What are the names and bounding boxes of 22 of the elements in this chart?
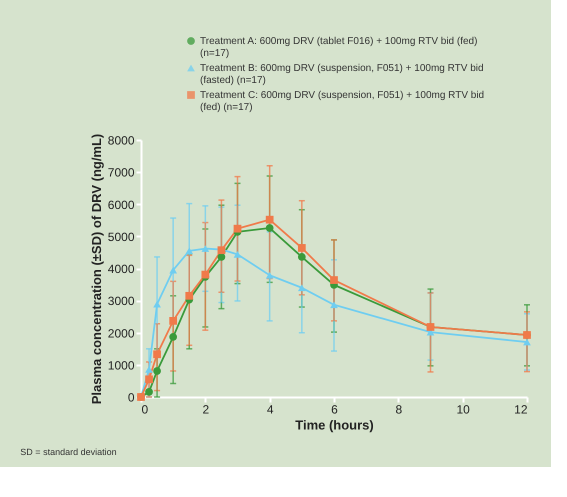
text: SD = standard deviation [20,447,117,457]
legend-label: Treatment A: 600mg DRV (tablet F016) + 100mg RTV bid (fed) (n=17) [200,36,478,59]
y-tick-label: 8000 [108,134,135,148]
y-tick-label: 2000 [108,326,135,340]
x-axis-title: Time (hours) [295,418,374,432]
y-tick-label: 3000 [108,294,135,308]
x-tick-label: 4 [266,402,274,416]
y-axis-title: Plasma concentration (±SD) of DRV (ng/mL) [88,134,104,404]
y-tick-label: 4000 [108,262,135,276]
y-tick-label: 0 [128,390,135,404]
y-tick-label: 6000 [108,198,135,212]
legend-label: Treatment B: 600mg DRV (suspension, F051) + 100mg RTV bid (fasted) (n=17) [200,63,484,86]
x-tick-label: 0 [142,402,148,416]
x-tick-label: 10 [456,402,470,416]
x-tick-label: 2 [202,402,210,416]
y-tick-label: 1000 [108,358,135,372]
y-tick-label: 5000 [108,230,135,244]
x-tick-label: 8 [395,402,402,416]
x-tick-label: 6 [331,402,338,416]
y-tick-label: 7000 [108,166,135,180]
legend-label: Treatment C: 600mg DRV (suspension, F051) + 100mg RTV bid (fed) (n=17) [200,90,484,113]
x-tick-label: 12 [514,402,528,416]
